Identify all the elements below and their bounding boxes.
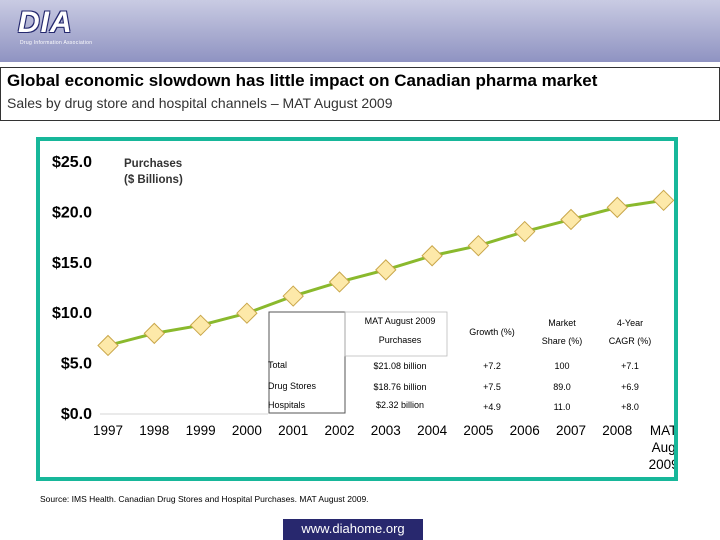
row-hospitals-share: 11.0 — [553, 402, 571, 412]
row-drug-stores-cagr: +6.9 — [621, 382, 639, 392]
table-header-purchases: Purchases — [378, 335, 422, 345]
table-background — [268, 311, 674, 415]
table-header-cagr: CAGR (%) — [608, 336, 652, 346]
table-header-period: MAT August 2009 — [364, 316, 436, 326]
table-header-cell-border — [344, 311, 448, 357]
data-point-marker — [189, 314, 212, 337]
data-point-marker — [97, 334, 119, 357]
row-total-cagr: +7.1 — [621, 361, 639, 371]
title-box: Global economic slowdown has little impa… — [0, 67, 720, 121]
x-tick-label: 2002 — [324, 423, 354, 438]
x-tick-label: Aug — [652, 440, 674, 455]
y-axis-title: ($ Billions) — [124, 174, 183, 186]
row-hospitals-cagr: +8.0 — [621, 402, 639, 412]
x-tick-label: 2006 — [510, 423, 540, 438]
row-label-total: Total — [268, 360, 288, 370]
row-drug-stores-growth: +7.5 — [483, 382, 501, 392]
table-label-cell-border — [268, 311, 346, 414]
data-point-marker — [560, 208, 582, 231]
row-hospitals-purchases: $2.32 billion — [375, 400, 425, 410]
row-label-drug-stores: Drug Stores — [268, 381, 317, 391]
table-header-share: Share (%) — [541, 336, 583, 346]
x-tick-label: 2004 — [417, 423, 448, 438]
data-point-marker — [375, 259, 397, 281]
data-point-marker — [606, 196, 629, 219]
x-tick-label: 2008 — [602, 423, 632, 438]
dia-logo[interactable]: DIA Drug Information Association — [18, 8, 112, 52]
row-drug-stores-purchases: $18.76 billion — [373, 382, 427, 392]
row-total-growth: +7.2 — [483, 361, 501, 371]
x-tick-label: 2003 — [371, 423, 401, 438]
data-point-marker — [513, 220, 536, 243]
logo-text: DIA — [18, 6, 73, 39]
row-total-share: 100 — [554, 361, 570, 371]
y-tick-label: $20.0 — [52, 204, 92, 221]
y-tick-label: $15.0 — [52, 255, 92, 272]
table-header-growth: Growth (%) — [469, 327, 515, 337]
header-band: DIA Drug Information Association — [0, 0, 720, 62]
data-point-marker — [282, 285, 304, 307]
row-total-purchases: $21.08 billion — [373, 361, 427, 371]
y-axis-title: Purchases — [124, 158, 182, 170]
x-tick-label: 1999 — [186, 423, 216, 438]
y-tick-label: $0.0 — [61, 406, 92, 423]
row-hospitals-growth: +4.9 — [483, 402, 501, 412]
x-tick-label: 2009 — [649, 457, 674, 472]
row-label-hospitals: Hospitals — [268, 400, 306, 410]
y-tick-label: $25.0 — [52, 154, 92, 171]
logo-subtitle: Drug Information Association — [20, 40, 93, 46]
data-point-marker — [236, 302, 258, 324]
data-point-marker — [421, 245, 443, 267]
x-tick-label: MAT — [650, 423, 674, 438]
x-tick-label: 1998 — [139, 423, 169, 438]
data-point-marker — [328, 271, 351, 293]
footer-url[interactable]: www.diahome.org — [283, 519, 423, 540]
data-point-marker — [143, 322, 166, 345]
purchases-line-chart: $0.0 $5.0 $10.0 $15.0 $20.0 $25.0 Purchases ($ … — [52, 154, 674, 472]
x-tick-label: 2007 — [556, 423, 586, 438]
table-header-market: Market — [548, 318, 576, 328]
x-tick-label: 2005 — [463, 423, 493, 438]
table-header-4year: 4-Year — [616, 318, 644, 328]
y-tick-label: $5.0 — [61, 356, 92, 373]
source-note: Source: IMS Health. Canadian Drug Stores… — [40, 494, 369, 504]
data-point-marker — [652, 189, 674, 212]
chart-frame: $0.0 $5.0 $10.0 $15.0 $20.0 $25.0 Purchases ($ … — [36, 137, 678, 481]
slide-title: Global economic slowdown has little impa… — [7, 71, 598, 90]
row-drug-stores-share: 89.0 — [553, 382, 571, 392]
slide-subtitle: Sales by drug store and hospital channel… — [7, 95, 393, 111]
x-tick-label: 1997 — [93, 423, 123, 438]
data-point-marker — [467, 234, 490, 257]
y-tick-label: $10.0 — [52, 305, 92, 322]
x-tick-label: 2001 — [278, 423, 308, 438]
x-tick-label: 2000 — [232, 423, 262, 438]
